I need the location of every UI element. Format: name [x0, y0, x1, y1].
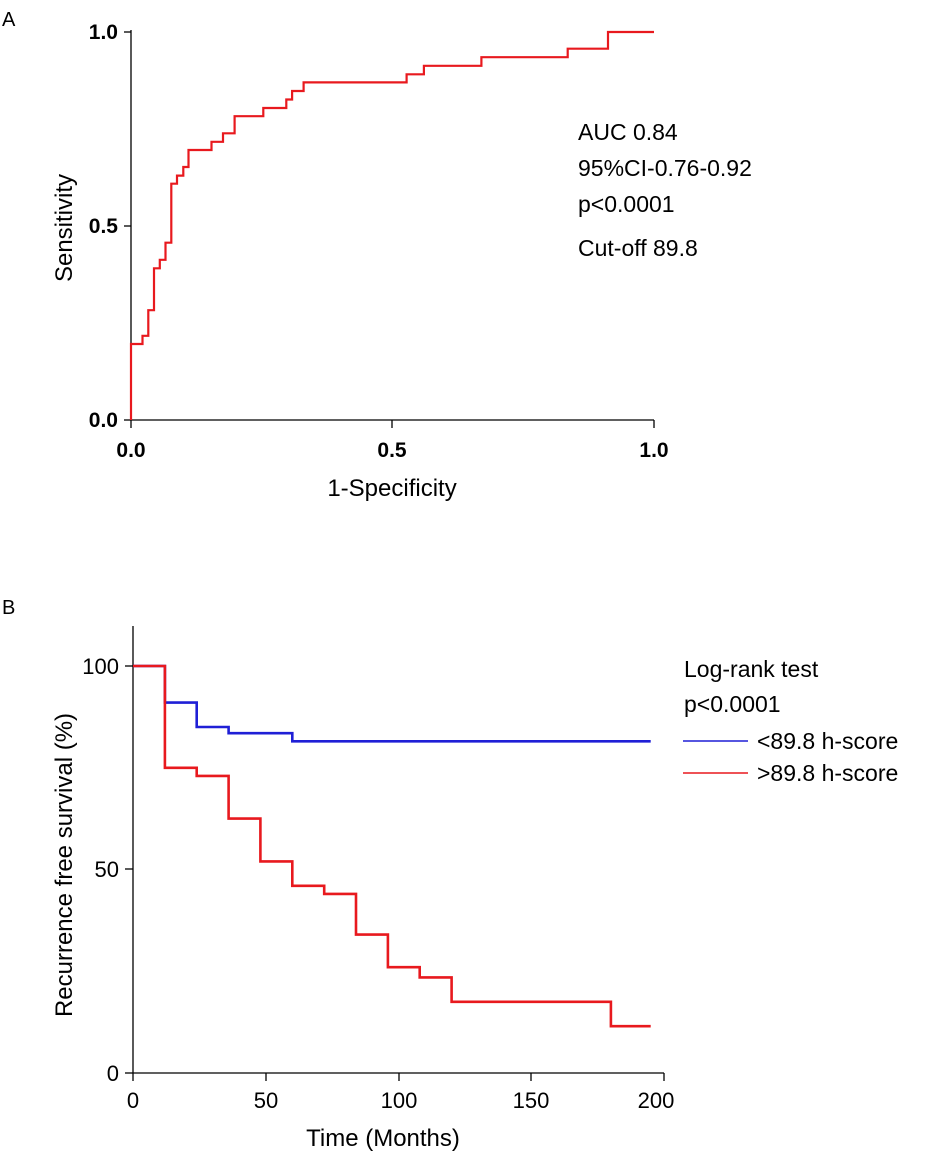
km-xtick-label: 150 [513, 1088, 550, 1113]
roc-ytick-label: 0.0 [89, 409, 118, 432]
roc-chart: 1.0 0.5 0.0 0.0 0.5 1.0 1-Specificity Se… [51, 21, 752, 502]
km-x-axis-label: Time (Months) [306, 1125, 460, 1152]
roc-curve-line [129, 30, 654, 420]
km-legend: Log-rank test p<0.0001 <89.8 h-score >89… [683, 656, 898, 786]
auc-annotation: AUC 0.84 [578, 119, 678, 145]
roc-ytick-label: 0.5 [89, 215, 119, 238]
panel-label-a: A [2, 9, 16, 31]
legend-label-high: >89.8 h-score [757, 760, 898, 786]
roc-x-axis-label: 1-Specificity [327, 475, 456, 502]
km-xtick-label: 200 [638, 1088, 675, 1113]
km-curve-high-hscore [133, 664, 651, 1028]
km-ytick-label: 50 [95, 857, 119, 882]
roc-ytick-label: 1.0 [89, 21, 118, 44]
roc-xtick-label: 1.0 [639, 439, 668, 462]
legend-label-low: <89.8 h-score [757, 728, 898, 754]
roc-xtick-label: 0.0 [116, 439, 145, 462]
km-xtick-label: 50 [254, 1088, 278, 1113]
roc-y-axis-label: Sensitivity [51, 174, 78, 282]
cutoff-annotation: Cut-off 89.8 [578, 235, 698, 261]
panel-label-b: B [2, 597, 15, 619]
km-curve-low-hscore [133, 664, 651, 743]
p-value-annotation: p<0.0001 [578, 191, 675, 217]
km-xtick-label: 0 [127, 1088, 139, 1113]
survival-chart: 100 50 0 0 50 100 150 200 Time (Months) … [51, 626, 898, 1152]
km-ytick-label: 0 [107, 1061, 119, 1086]
roc-xtick-label: 0.5 [377, 439, 407, 462]
legend-title-test: Log-rank test [684, 656, 819, 682]
km-y-axis-label: Recurrence free survival (%) [51, 713, 78, 1017]
km-ytick-label: 100 [82, 654, 119, 679]
legend-title-pvalue: p<0.0001 [684, 691, 781, 717]
ci-annotation: 95%CI-0.76-0.92 [578, 155, 752, 181]
km-xtick-label: 100 [381, 1088, 418, 1113]
